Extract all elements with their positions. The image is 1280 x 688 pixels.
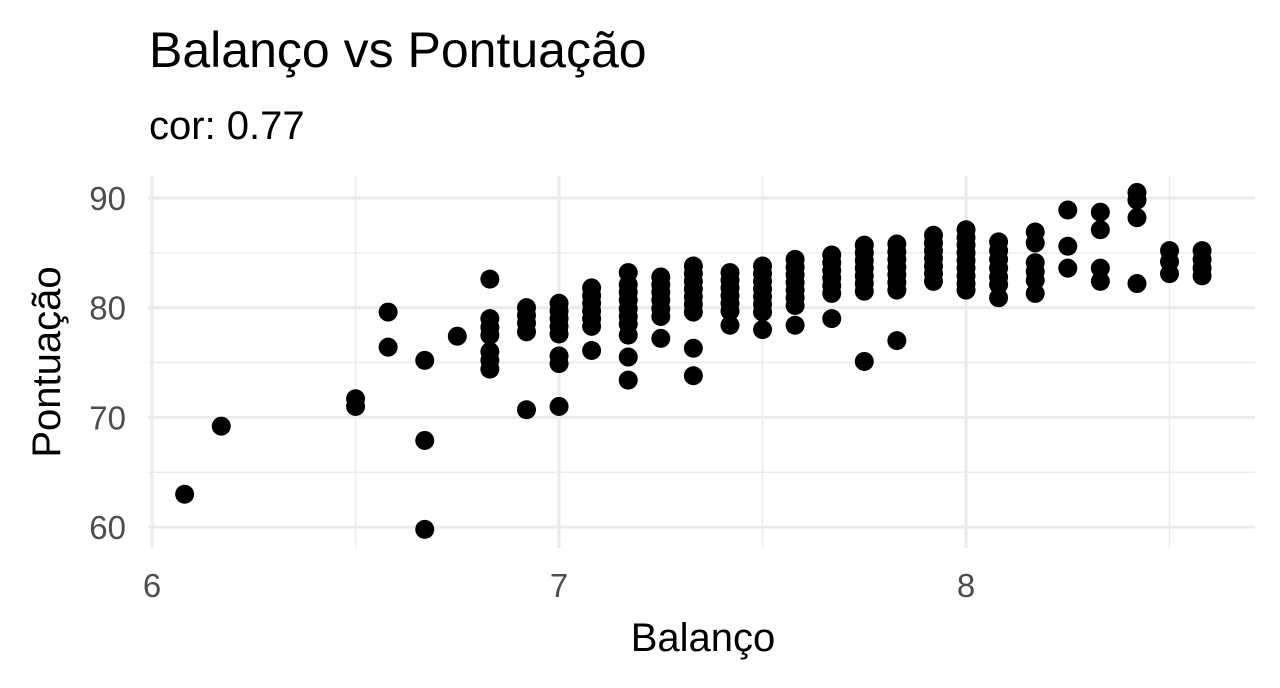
data-point	[1025, 270, 1045, 290]
data-point	[822, 283, 842, 303]
data-point	[582, 340, 602, 360]
data-point	[480, 269, 500, 289]
data-point	[822, 309, 842, 329]
data-point	[956, 280, 976, 300]
data-point	[1090, 202, 1110, 222]
data-point	[516, 322, 536, 342]
data-point	[887, 280, 907, 300]
y-tick-label: 70	[89, 399, 126, 436]
minor-gridlines	[148, 176, 1255, 548]
data-point	[1025, 283, 1045, 303]
data-point	[516, 400, 536, 420]
data-point	[923, 271, 943, 291]
chart-title: Balanço vs Pontuação	[149, 22, 647, 78]
data-point	[1058, 200, 1078, 220]
y-tick-label: 60	[89, 509, 126, 546]
data-point	[785, 295, 805, 315]
data-point	[989, 275, 1009, 295]
data-point	[887, 331, 907, 351]
y-axis-title: Pontuação	[25, 266, 69, 457]
y-tick-label: 90	[89, 180, 126, 217]
data-point	[549, 324, 569, 344]
x-tick-label: 8	[957, 567, 975, 604]
data-point	[1192, 266, 1212, 286]
x-tick-label: 7	[550, 567, 568, 604]
data-point	[346, 396, 366, 416]
data-point	[854, 351, 874, 371]
data-point	[989, 288, 1009, 308]
data-point	[1160, 264, 1180, 284]
data-point	[753, 320, 773, 340]
data-point	[720, 315, 740, 335]
x-axis-tick-labels: 6 7 8	[143, 567, 975, 604]
data-point	[651, 306, 671, 326]
data-point	[683, 366, 703, 386]
data-point	[683, 338, 703, 358]
y-axis-tick-labels: 60 70 80 90	[89, 180, 126, 546]
data-point	[415, 350, 435, 370]
data-point	[618, 325, 638, 345]
data-point	[415, 430, 435, 450]
data-point	[1090, 220, 1110, 240]
data-point	[1127, 274, 1147, 294]
data-point	[582, 316, 602, 336]
chart-subtitle: cor: 0.77	[149, 104, 305, 148]
data-point	[1127, 190, 1147, 210]
data-point	[720, 301, 740, 321]
y-tick-label: 80	[89, 290, 126, 327]
data-point	[1090, 271, 1110, 291]
data-point	[651, 328, 671, 348]
data-point	[549, 396, 569, 416]
x-axis-title: Balanço	[631, 616, 776, 660]
data-point	[480, 325, 500, 345]
data-point	[1058, 258, 1078, 278]
data-point	[785, 315, 805, 335]
data-point	[1025, 233, 1045, 253]
data-points	[175, 182, 1212, 539]
data-point	[480, 359, 500, 379]
x-tick-label: 6	[143, 567, 161, 604]
data-point	[1127, 208, 1147, 228]
data-point	[447, 326, 467, 346]
data-point	[618, 347, 638, 367]
data-point	[753, 302, 773, 322]
data-point	[618, 370, 638, 390]
data-point	[854, 281, 874, 301]
data-point	[415, 519, 435, 539]
data-point	[175, 484, 195, 504]
data-point	[378, 302, 398, 322]
data-point	[378, 337, 398, 357]
data-point	[211, 416, 231, 436]
data-point	[1058, 236, 1078, 256]
data-point	[549, 354, 569, 374]
data-point	[1090, 258, 1110, 278]
data-point	[683, 302, 703, 322]
